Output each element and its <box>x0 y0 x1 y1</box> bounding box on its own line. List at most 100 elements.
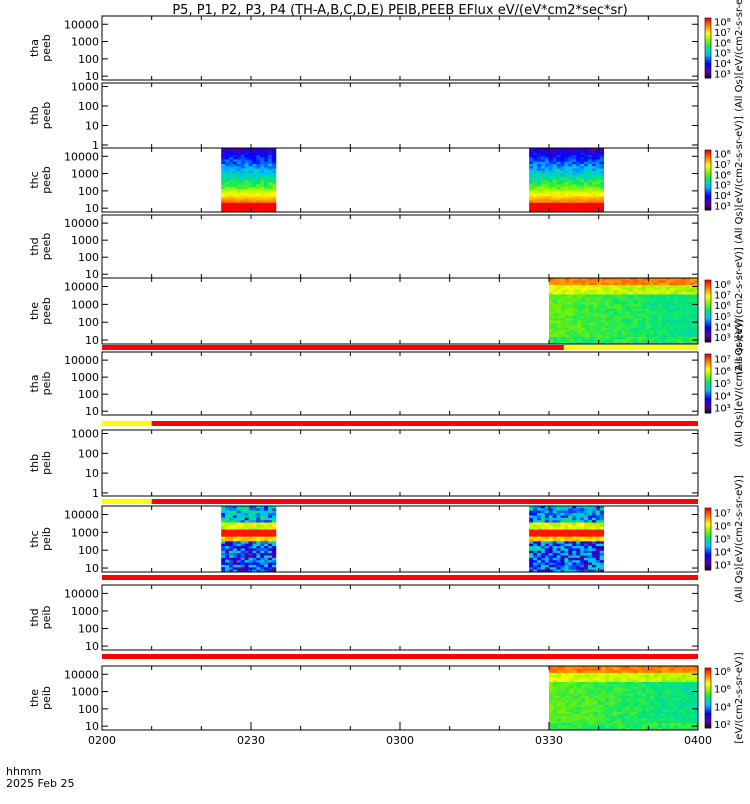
colorbar-swatch <box>705 19 711 22</box>
spectrogram-cell <box>681 278 687 281</box>
spectrogram-cell <box>595 209 601 213</box>
spectrogram-cell <box>669 315 675 319</box>
spectrogram-cell <box>548 569 554 573</box>
spectrogram-cell <box>605 670 610 674</box>
spectrogram-cell <box>576 157 581 160</box>
spectrogram-cell <box>557 718 562 722</box>
spectrogram-cell <box>229 193 234 197</box>
spectrogram-cell <box>617 322 622 326</box>
spectrogram-cell <box>693 716 699 719</box>
spectrogram-cell <box>268 170 273 174</box>
spectrogram-cell <box>573 723 578 726</box>
spectrogram-cell <box>589 723 594 726</box>
spectrogram-cell <box>229 553 234 556</box>
spectrogram-cell <box>584 536 589 540</box>
spectrogram-cell <box>580 175 585 179</box>
spectrogram-cell <box>599 536 605 540</box>
spectrogram-cell <box>232 517 238 521</box>
spectrogram-cell <box>565 339 570 343</box>
spectrogram-cell <box>564 506 569 509</box>
spectrogram-cell <box>529 207 534 211</box>
spectrogram-cell <box>649 723 655 726</box>
spectrogram-cell <box>653 296 659 300</box>
spectrogram-cell <box>649 292 655 295</box>
spectrogram-cell <box>552 553 557 556</box>
spectrogram-cell <box>248 562 253 566</box>
spectrogram-cell <box>271 159 277 163</box>
spectrogram-cell <box>589 289 594 293</box>
spectrogram-cell <box>568 562 573 566</box>
spectrogram-cell <box>591 202 597 206</box>
spectrogram-cell <box>271 569 277 573</box>
spectrogram-cell <box>271 562 277 566</box>
colorbar-swatch <box>705 542 711 545</box>
spectrogram-cell <box>271 524 277 528</box>
spectrogram-cell <box>560 168 565 172</box>
spectrogram-cell <box>681 292 687 295</box>
spectrogram-cell <box>689 322 695 326</box>
spectrogram-cell <box>581 296 586 300</box>
spectrogram-cell <box>669 698 675 701</box>
spectrogram-cell <box>244 198 249 201</box>
spectrogram-cell <box>597 723 602 726</box>
spectrogram-cell <box>613 292 618 295</box>
spectrogram-cell <box>581 672 586 676</box>
colorbar-swatch <box>705 187 711 190</box>
spectrogram-cell <box>673 723 679 726</box>
spectrogram-cell <box>572 161 577 165</box>
spectrogram-cell <box>264 166 269 169</box>
spectrogram-cell <box>593 688 598 692</box>
spectrogram-cell <box>229 184 234 188</box>
spectrogram-cell <box>544 186 550 190</box>
spectrogram-cell <box>637 301 643 305</box>
spectrogram-cell <box>552 508 557 512</box>
spectrogram-cell <box>591 200 597 204</box>
spectrogram-cell <box>271 154 277 158</box>
spectrogram-cell <box>552 207 557 211</box>
spectrogram-cell <box>252 515 257 519</box>
spectrogram-cell <box>621 289 626 293</box>
spectrogram-cell <box>641 686 647 690</box>
spectrogram-cell <box>229 539 234 542</box>
spectrogram-cell <box>264 515 269 519</box>
colorbar-swatch <box>705 208 711 211</box>
spectrogram-cell <box>556 567 561 571</box>
spectrogram-cell <box>685 711 691 715</box>
spectrogram-cell <box>232 173 238 176</box>
colorbar-swatch <box>705 410 711 413</box>
spectrogram-cell <box>665 711 671 715</box>
spectrogram-cell <box>552 198 557 201</box>
spectrogram-cell <box>665 294 671 298</box>
spectrogram-cell <box>599 569 605 573</box>
spectrogram-cell <box>599 539 605 542</box>
spectrogram-cell <box>529 154 534 158</box>
spectrogram-cell <box>593 700 598 703</box>
spectrogram-cell <box>552 186 557 190</box>
colorbar-swatch <box>705 201 711 203</box>
spectrogram-cell <box>601 686 606 690</box>
spectrogram-cell <box>236 513 242 516</box>
spectrogram-cell <box>597 308 602 312</box>
spectrogram-cell <box>681 720 687 724</box>
spectrogram-cell <box>587 150 593 153</box>
spectrogram-cell <box>271 189 277 192</box>
colorbar-swatch <box>705 405 711 408</box>
spectrogram-cell <box>225 189 230 192</box>
colorbar-tick-label: 10³ <box>714 404 731 415</box>
spectrogram-cell <box>240 508 246 512</box>
spectrogram-cell <box>552 520 557 523</box>
spectrogram-cell <box>693 714 699 717</box>
spectrogram-cell <box>268 193 273 197</box>
spectrogram-cell <box>256 520 261 523</box>
spectrogram-cell <box>597 695 602 699</box>
spectrogram-cell <box>568 517 573 521</box>
spectrogram-cell <box>584 148 589 151</box>
spectrogram-cell <box>585 322 590 326</box>
spectrogram-cell <box>629 280 634 284</box>
spectrogram-cell <box>605 711 610 715</box>
spectrogram-cell <box>617 294 622 298</box>
spectrogram-cell <box>565 313 570 317</box>
spectrogram-cell <box>529 198 534 201</box>
spectrogram-cell <box>599 150 605 153</box>
